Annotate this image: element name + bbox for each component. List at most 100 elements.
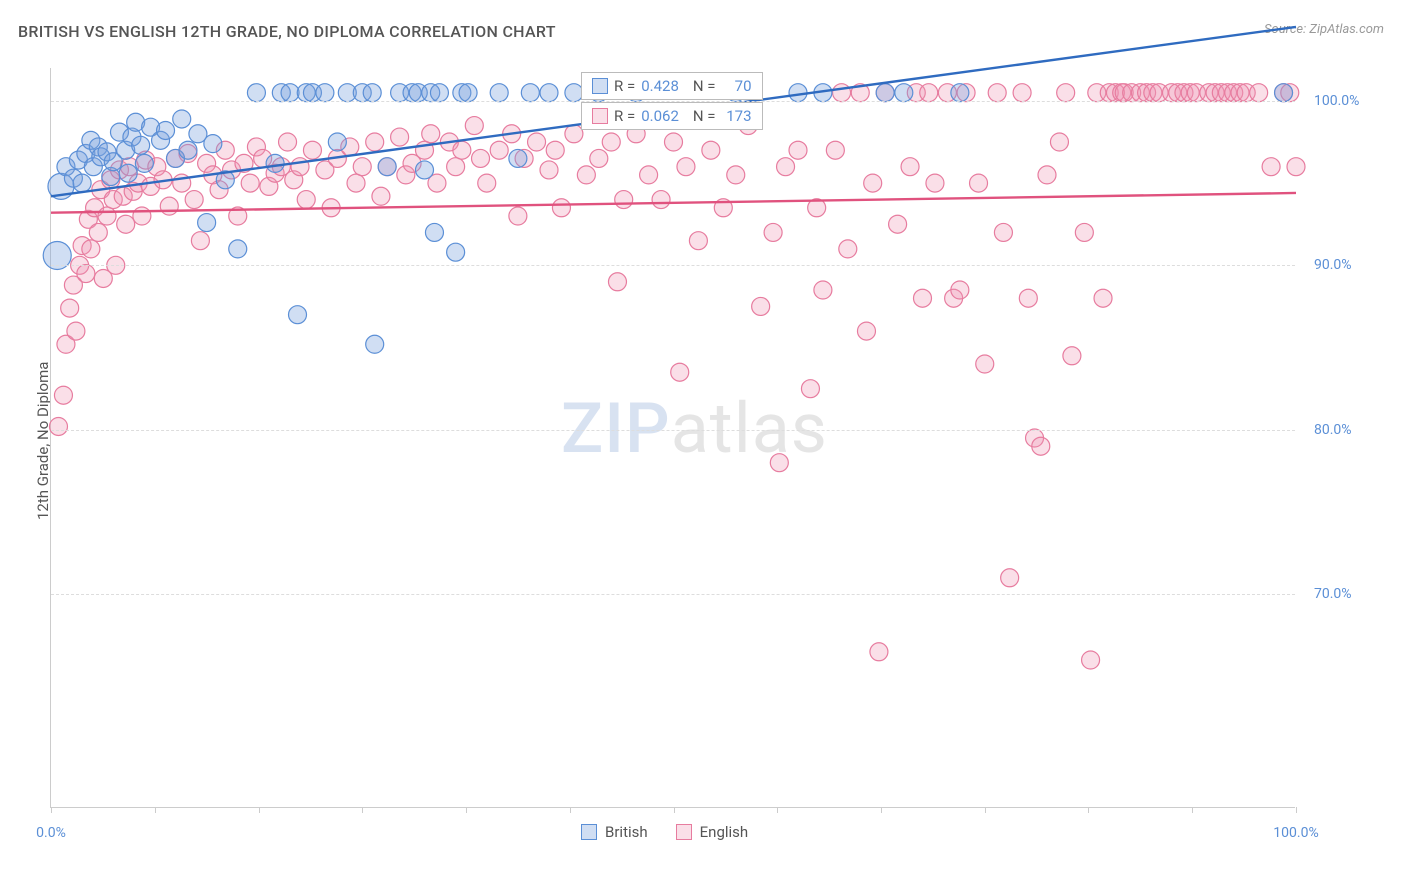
n-value-english: 173 bbox=[722, 107, 752, 125]
x-tick bbox=[259, 807, 260, 813]
scatter-point bbox=[1050, 133, 1068, 151]
scatter-point bbox=[366, 133, 384, 151]
scatter-point bbox=[391, 128, 409, 146]
scatter-point bbox=[422, 125, 440, 143]
scatter-point bbox=[185, 191, 203, 209]
r-label: R = bbox=[614, 77, 635, 95]
scatter-point bbox=[366, 335, 384, 353]
scatter-point bbox=[801, 380, 819, 398]
scatter-point bbox=[951, 84, 969, 102]
n-label: N = bbox=[693, 77, 716, 95]
scatter-point bbox=[895, 84, 913, 102]
stats-box-british: R = 0.428 N = 70 bbox=[581, 72, 763, 100]
scatter-point bbox=[1038, 166, 1056, 184]
n-label: N = bbox=[693, 107, 716, 125]
scatter-point bbox=[976, 355, 994, 373]
scatter-point bbox=[1019, 289, 1037, 307]
scatter-point bbox=[615, 191, 633, 209]
scatter-point bbox=[279, 133, 297, 151]
scatter-point bbox=[652, 191, 670, 209]
scatter-point bbox=[347, 174, 365, 192]
plot-area: ZIPatlas R = 0.428 N = 70 R = 0.062 N = … bbox=[50, 68, 1295, 808]
scatter-point bbox=[490, 84, 508, 102]
scatter-point bbox=[1250, 84, 1268, 102]
scatter-point bbox=[89, 223, 107, 241]
scatter-point bbox=[970, 174, 988, 192]
scatter-point bbox=[133, 207, 151, 225]
scatter-point bbox=[552, 199, 570, 217]
n-value-british: 70 bbox=[722, 77, 752, 95]
scatter-point bbox=[870, 643, 888, 661]
scatter-point bbox=[889, 215, 907, 233]
x-tick bbox=[362, 807, 363, 813]
scatter-point bbox=[665, 133, 683, 151]
scatter-point bbox=[1275, 84, 1293, 102]
scatter-point bbox=[914, 289, 932, 307]
scatter-point bbox=[117, 215, 135, 233]
scatter-point bbox=[671, 363, 689, 381]
scatter-point bbox=[353, 158, 371, 176]
scatter-point bbox=[67, 322, 85, 340]
scatter-point bbox=[61, 299, 79, 317]
scatter-point bbox=[472, 149, 490, 167]
scatter-point bbox=[179, 141, 197, 159]
scatter-point bbox=[191, 232, 209, 250]
gridline bbox=[51, 594, 1295, 595]
scatter-point bbox=[577, 166, 595, 184]
scatter-point bbox=[430, 84, 448, 102]
scatter-point bbox=[363, 84, 381, 102]
y-tick-label: 100.0% bbox=[1314, 93, 1359, 109]
x-tick-label: 0.0% bbox=[36, 825, 66, 841]
scatter-point bbox=[1262, 158, 1280, 176]
scatter-point bbox=[73, 174, 91, 192]
scatter-point bbox=[833, 84, 851, 102]
scatter-point bbox=[54, 386, 72, 404]
scatter-point bbox=[1013, 84, 1031, 102]
x-tick bbox=[985, 807, 986, 813]
scatter-point bbox=[702, 141, 720, 159]
r-value-british: 0.428 bbox=[641, 77, 679, 95]
scatter-point bbox=[49, 417, 67, 435]
scatter-point bbox=[328, 133, 346, 151]
x-tick bbox=[1192, 807, 1193, 813]
scatter-point bbox=[198, 214, 216, 232]
scatter-point bbox=[509, 207, 527, 225]
scatter-point bbox=[447, 243, 465, 261]
scatter-point bbox=[826, 141, 844, 159]
scatter-point bbox=[1063, 347, 1081, 365]
scatter-point bbox=[789, 141, 807, 159]
legend-swatch-british-icon bbox=[581, 824, 597, 840]
scatter-point bbox=[289, 306, 307, 324]
legend-item-british: British bbox=[581, 823, 648, 841]
scatter-point bbox=[839, 240, 857, 258]
scatter-point bbox=[447, 158, 465, 176]
y-tick-label: 80.0% bbox=[1314, 422, 1352, 438]
scatter-point bbox=[490, 141, 508, 159]
scatter-point bbox=[994, 223, 1012, 241]
scatter-point bbox=[521, 84, 539, 102]
scatter-point bbox=[416, 161, 434, 179]
scatter-point bbox=[459, 84, 477, 102]
x-tick bbox=[570, 807, 571, 813]
scatter-point bbox=[465, 117, 483, 135]
x-tick bbox=[1296, 807, 1297, 813]
x-tick-label: 100.0% bbox=[1273, 825, 1318, 841]
scatter-point bbox=[478, 174, 496, 192]
scatter-point bbox=[1287, 158, 1305, 176]
r-label: R = bbox=[614, 107, 635, 125]
scatter-point bbox=[590, 149, 608, 167]
scatter-point bbox=[926, 174, 944, 192]
scatter-point bbox=[540, 84, 558, 102]
y-tick-label: 90.0% bbox=[1314, 257, 1352, 273]
scatter-point bbox=[241, 174, 259, 192]
x-tick bbox=[155, 807, 156, 813]
scatter-point bbox=[727, 166, 745, 184]
scatter-point bbox=[876, 84, 894, 102]
scatter-point bbox=[266, 154, 284, 172]
legend-label-british: British bbox=[605, 823, 648, 841]
scatter-point bbox=[157, 121, 175, 139]
scatter-point bbox=[77, 265, 95, 283]
x-tick bbox=[466, 807, 467, 813]
r-value-english: 0.062 bbox=[641, 107, 679, 125]
legend-label-english: English bbox=[700, 823, 749, 841]
